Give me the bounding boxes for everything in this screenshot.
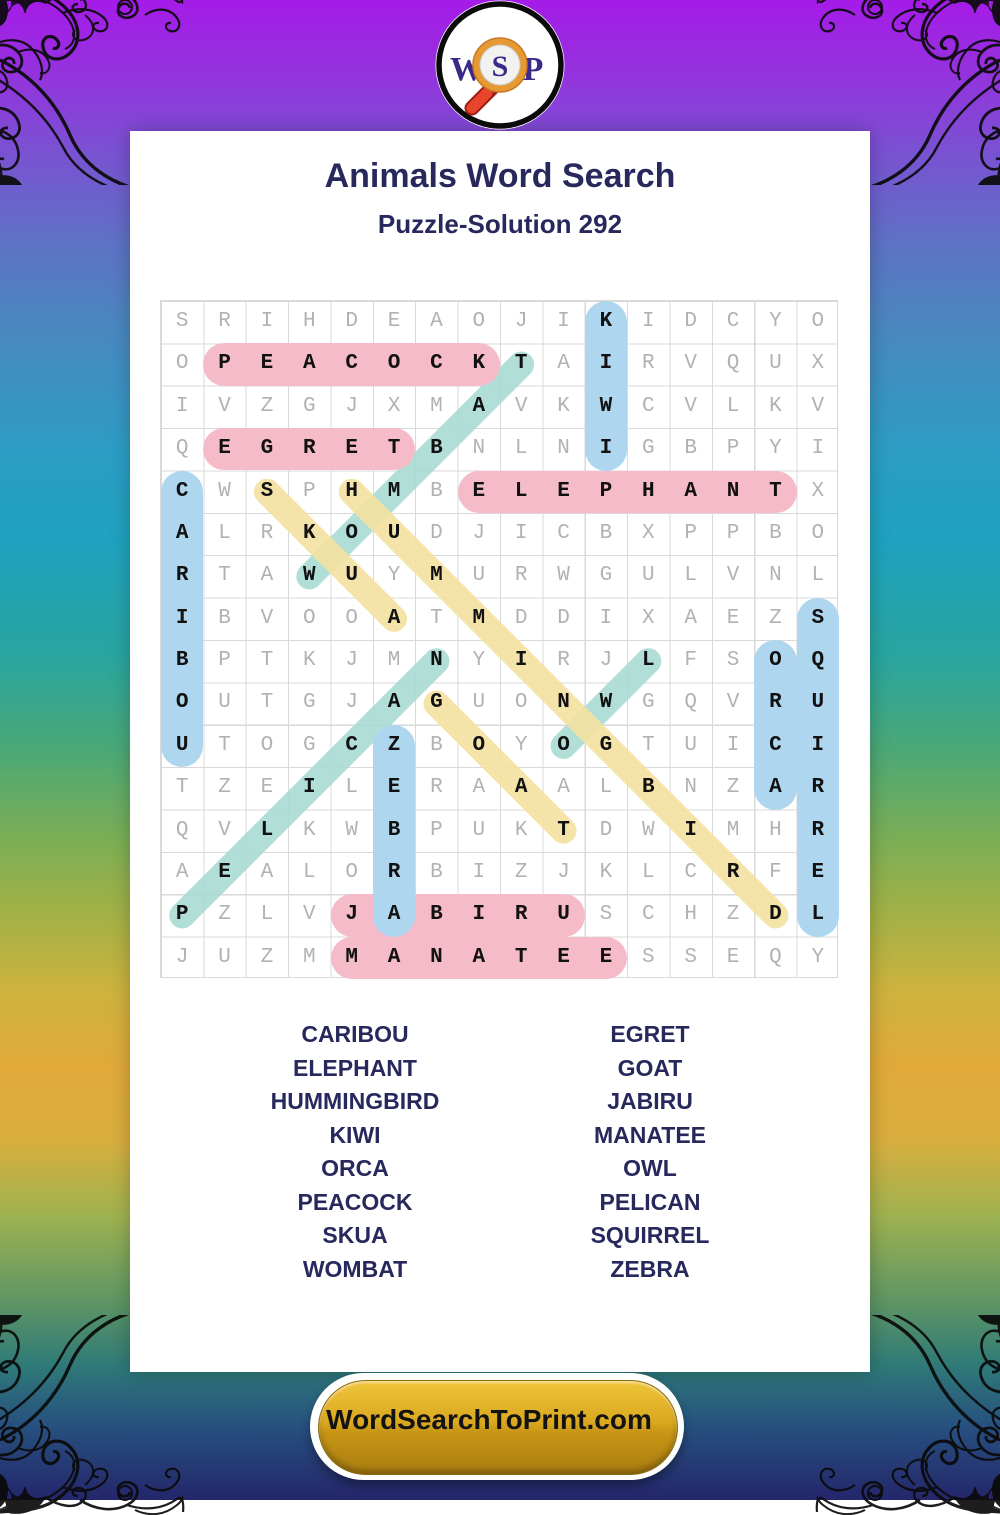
svg-text:S: S bbox=[492, 50, 509, 83]
